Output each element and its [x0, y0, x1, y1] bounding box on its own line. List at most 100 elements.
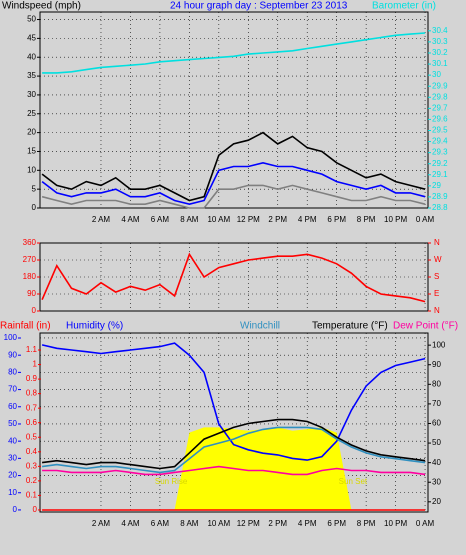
wind-axis-label: Windspeed (mph) [2, 1, 81, 12]
y-tick-label: 0.5 [26, 432, 38, 441]
x-tick-label: 4 AM [121, 519, 140, 528]
y-tick-label: 30 [27, 90, 36, 99]
y-tick-label: 180 [23, 272, 37, 281]
rainfall-axis-label: Rainfall (in) [0, 321, 51, 332]
y-tick-label: 10 [27, 165, 36, 174]
y-tick-label: 30.4 [432, 26, 448, 35]
y-tick-label: E [434, 289, 439, 298]
y-tick-label: 29.2 [432, 159, 448, 168]
y-tick-label: 0.9 [26, 374, 38, 383]
x-tick-label: 8 PM [357, 519, 376, 528]
y-tick-label: 40 [27, 52, 36, 61]
y-tick-label: 90 [27, 289, 36, 298]
y-tick-label: 28.8 [432, 203, 448, 212]
chart-title: 24 hour graph day : September 23 2013 [170, 1, 348, 12]
x-tick-label: 2 AM [92, 519, 111, 528]
y-tick-label: 0 [13, 505, 18, 514]
y-tick-label: N [434, 238, 440, 247]
y-tick-label: 100 [432, 340, 446, 349]
humidity-axis-label: Humidity (%) [66, 321, 123, 332]
y-tick-label: 40 [8, 436, 17, 445]
y-tick-label: 20 [432, 497, 441, 506]
y-tick-label: 30.2 [432, 48, 448, 57]
x-tick-label: 6 PM [327, 215, 346, 224]
y-tick-label: 50 [432, 438, 441, 447]
series-line [41, 184, 426, 209]
x-tick-label: 4 AM [121, 215, 140, 224]
y-tick-label: 0.1 [26, 491, 38, 500]
y-tick-label: 25 [27, 109, 36, 118]
x-tick-label: 2 PM [268, 519, 287, 528]
y-tick-label: 70 [8, 385, 17, 394]
y-tick-label: 80 [8, 367, 17, 376]
y-tick-label: 29.6 [432, 115, 448, 124]
y-tick-label: 10 [8, 488, 17, 497]
x-tick-label: 8 AM [180, 215, 199, 224]
y-tick-label: 0 [32, 203, 37, 212]
plot-frame [39, 11, 429, 209]
x-tick-label: 10 PM [384, 215, 407, 224]
y-tick-label: 90 [8, 350, 17, 359]
y-tick-label: 29.1 [432, 170, 448, 179]
y-tick-label: 29.8 [432, 92, 448, 101]
y-tick-label: 29 [432, 181, 441, 190]
x-tick-label: 4 PM [298, 215, 317, 224]
y-tick-label: 1 [33, 360, 38, 369]
y-tick-label: 30 [432, 70, 441, 79]
dewpoint-legend: Dew Point (°F) [393, 321, 458, 332]
x-tick-label: 12 PM [237, 519, 260, 528]
y-tick-label: 40 [432, 458, 441, 467]
series-line [42, 32, 426, 74]
y-tick-label: 0.8 [26, 389, 38, 398]
x-tick-label: 2 PM [268, 215, 287, 224]
y-tick-label: 29.5 [432, 126, 448, 135]
y-tick-label: 1.1 [26, 345, 38, 354]
x-tick-label: 10 PM [384, 519, 407, 528]
y-tick-label: 30.3 [432, 37, 448, 46]
y-tick-label: 20 [8, 471, 17, 480]
y-tick-label: 0.3 [26, 461, 38, 470]
y-tick-label: 0.4 [26, 447, 38, 456]
temperature-axis-label: Temperature (°F) [312, 321, 388, 332]
y-tick-label: 20 [27, 128, 36, 137]
x-tick-label: 12 PM [237, 215, 260, 224]
y-tick-label: 270 [23, 255, 37, 264]
y-tick-label: 0.6 [26, 418, 38, 427]
y-tick-label: 0.2 [26, 476, 38, 485]
y-tick-label: 360 [23, 238, 37, 247]
series-line [41, 252, 426, 303]
y-tick-label: 100 [4, 333, 18, 342]
y-tick-label: W [434, 255, 442, 264]
y-tick-label: 15 [27, 147, 36, 156]
y-tick-label: 60 [432, 419, 441, 428]
x-tick-label: 6 AM [151, 215, 170, 224]
y-tick-label: 50 [27, 15, 36, 24]
y-tick-label: 90 [432, 360, 441, 369]
x-tick-label: 8 AM [180, 519, 199, 528]
annotation: Sun Rise [155, 477, 188, 486]
y-tick-label: 29.7 [432, 103, 448, 112]
y-tick-label: 30 [432, 477, 441, 486]
y-tick-label: 0.7 [26, 403, 38, 412]
series-line [41, 426, 426, 474]
y-tick-label: 28.9 [432, 192, 448, 201]
y-tick-label: 60 [8, 402, 17, 411]
x-tick-label: 0 AM [416, 519, 435, 528]
y-tick-label: 35 [27, 71, 36, 80]
y-tick-label: 29.3 [432, 148, 448, 157]
series-line [42, 465, 426, 476]
series-line [41, 342, 426, 461]
x-tick-label: 10 AM [207, 215, 230, 224]
series-line [41, 418, 426, 470]
y-tick-label: 0 [33, 505, 38, 514]
x-tick-label: 6 AM [151, 519, 170, 528]
x-tick-label: 0 AM [416, 215, 435, 224]
x-tick-label: 6 PM [327, 519, 346, 528]
y-tick-label: N [434, 306, 440, 315]
y-tick-label: 30 [8, 453, 17, 462]
x-tick-label: 10 AM [207, 519, 230, 528]
x-tick-label: 8 PM [357, 215, 376, 224]
barometer-axis-label: Barometer (in) [372, 1, 436, 12]
series-line [41, 131, 426, 202]
